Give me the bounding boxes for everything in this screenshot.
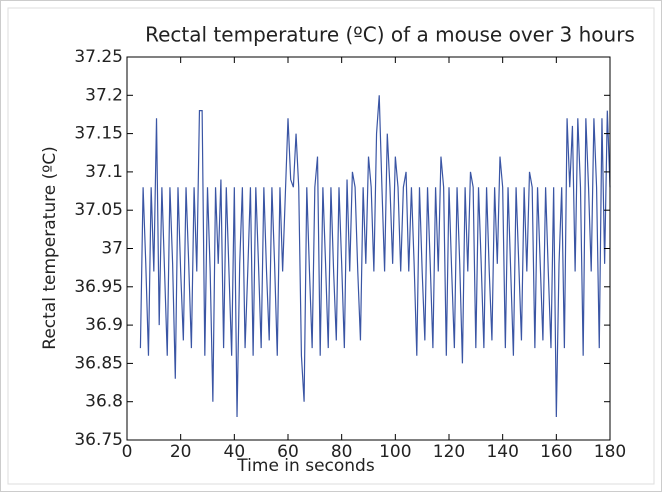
y-tick-label: 37 (101, 239, 123, 259)
y-tick-label: 36.95 (74, 277, 123, 297)
y-tick-label: 36.9 (85, 315, 123, 335)
y-tick-label: 37.2 (85, 85, 123, 105)
y-tick-label: 37.25 (74, 47, 123, 67)
figure-frame (7, 7, 655, 485)
x-tick-label: 80 (331, 442, 353, 462)
y-tick-label: 36.85 (74, 353, 123, 373)
chart-title: Rectal temperature (ºC) of a mouse over … (145, 23, 635, 47)
x-tick-label: 60 (277, 442, 299, 462)
x-tick-label: 160 (540, 442, 572, 462)
y-tick-label: 37.05 (74, 200, 123, 220)
y-tick-label: 37.1 (85, 162, 123, 182)
data-line (139, 95, 611, 418)
x-tick-label: 0 (122, 442, 133, 462)
x-tick-label: 180 (594, 442, 626, 462)
y-tick-label: 36.75 (74, 430, 123, 450)
x-axis-label: Time in seconds (236, 456, 375, 476)
y-tick-label: 37.15 (74, 124, 123, 144)
y-axis-label: Rectal temperature (ºC) (40, 146, 60, 349)
x-tick-label: 100 (379, 442, 411, 462)
y-tick-label: 36.8 (85, 392, 123, 412)
x-tick-label: 20 (170, 442, 192, 462)
x-tick-label: 120 (433, 442, 465, 462)
x-tick-label: 40 (224, 442, 246, 462)
x-tick-label: 140 (486, 442, 518, 462)
